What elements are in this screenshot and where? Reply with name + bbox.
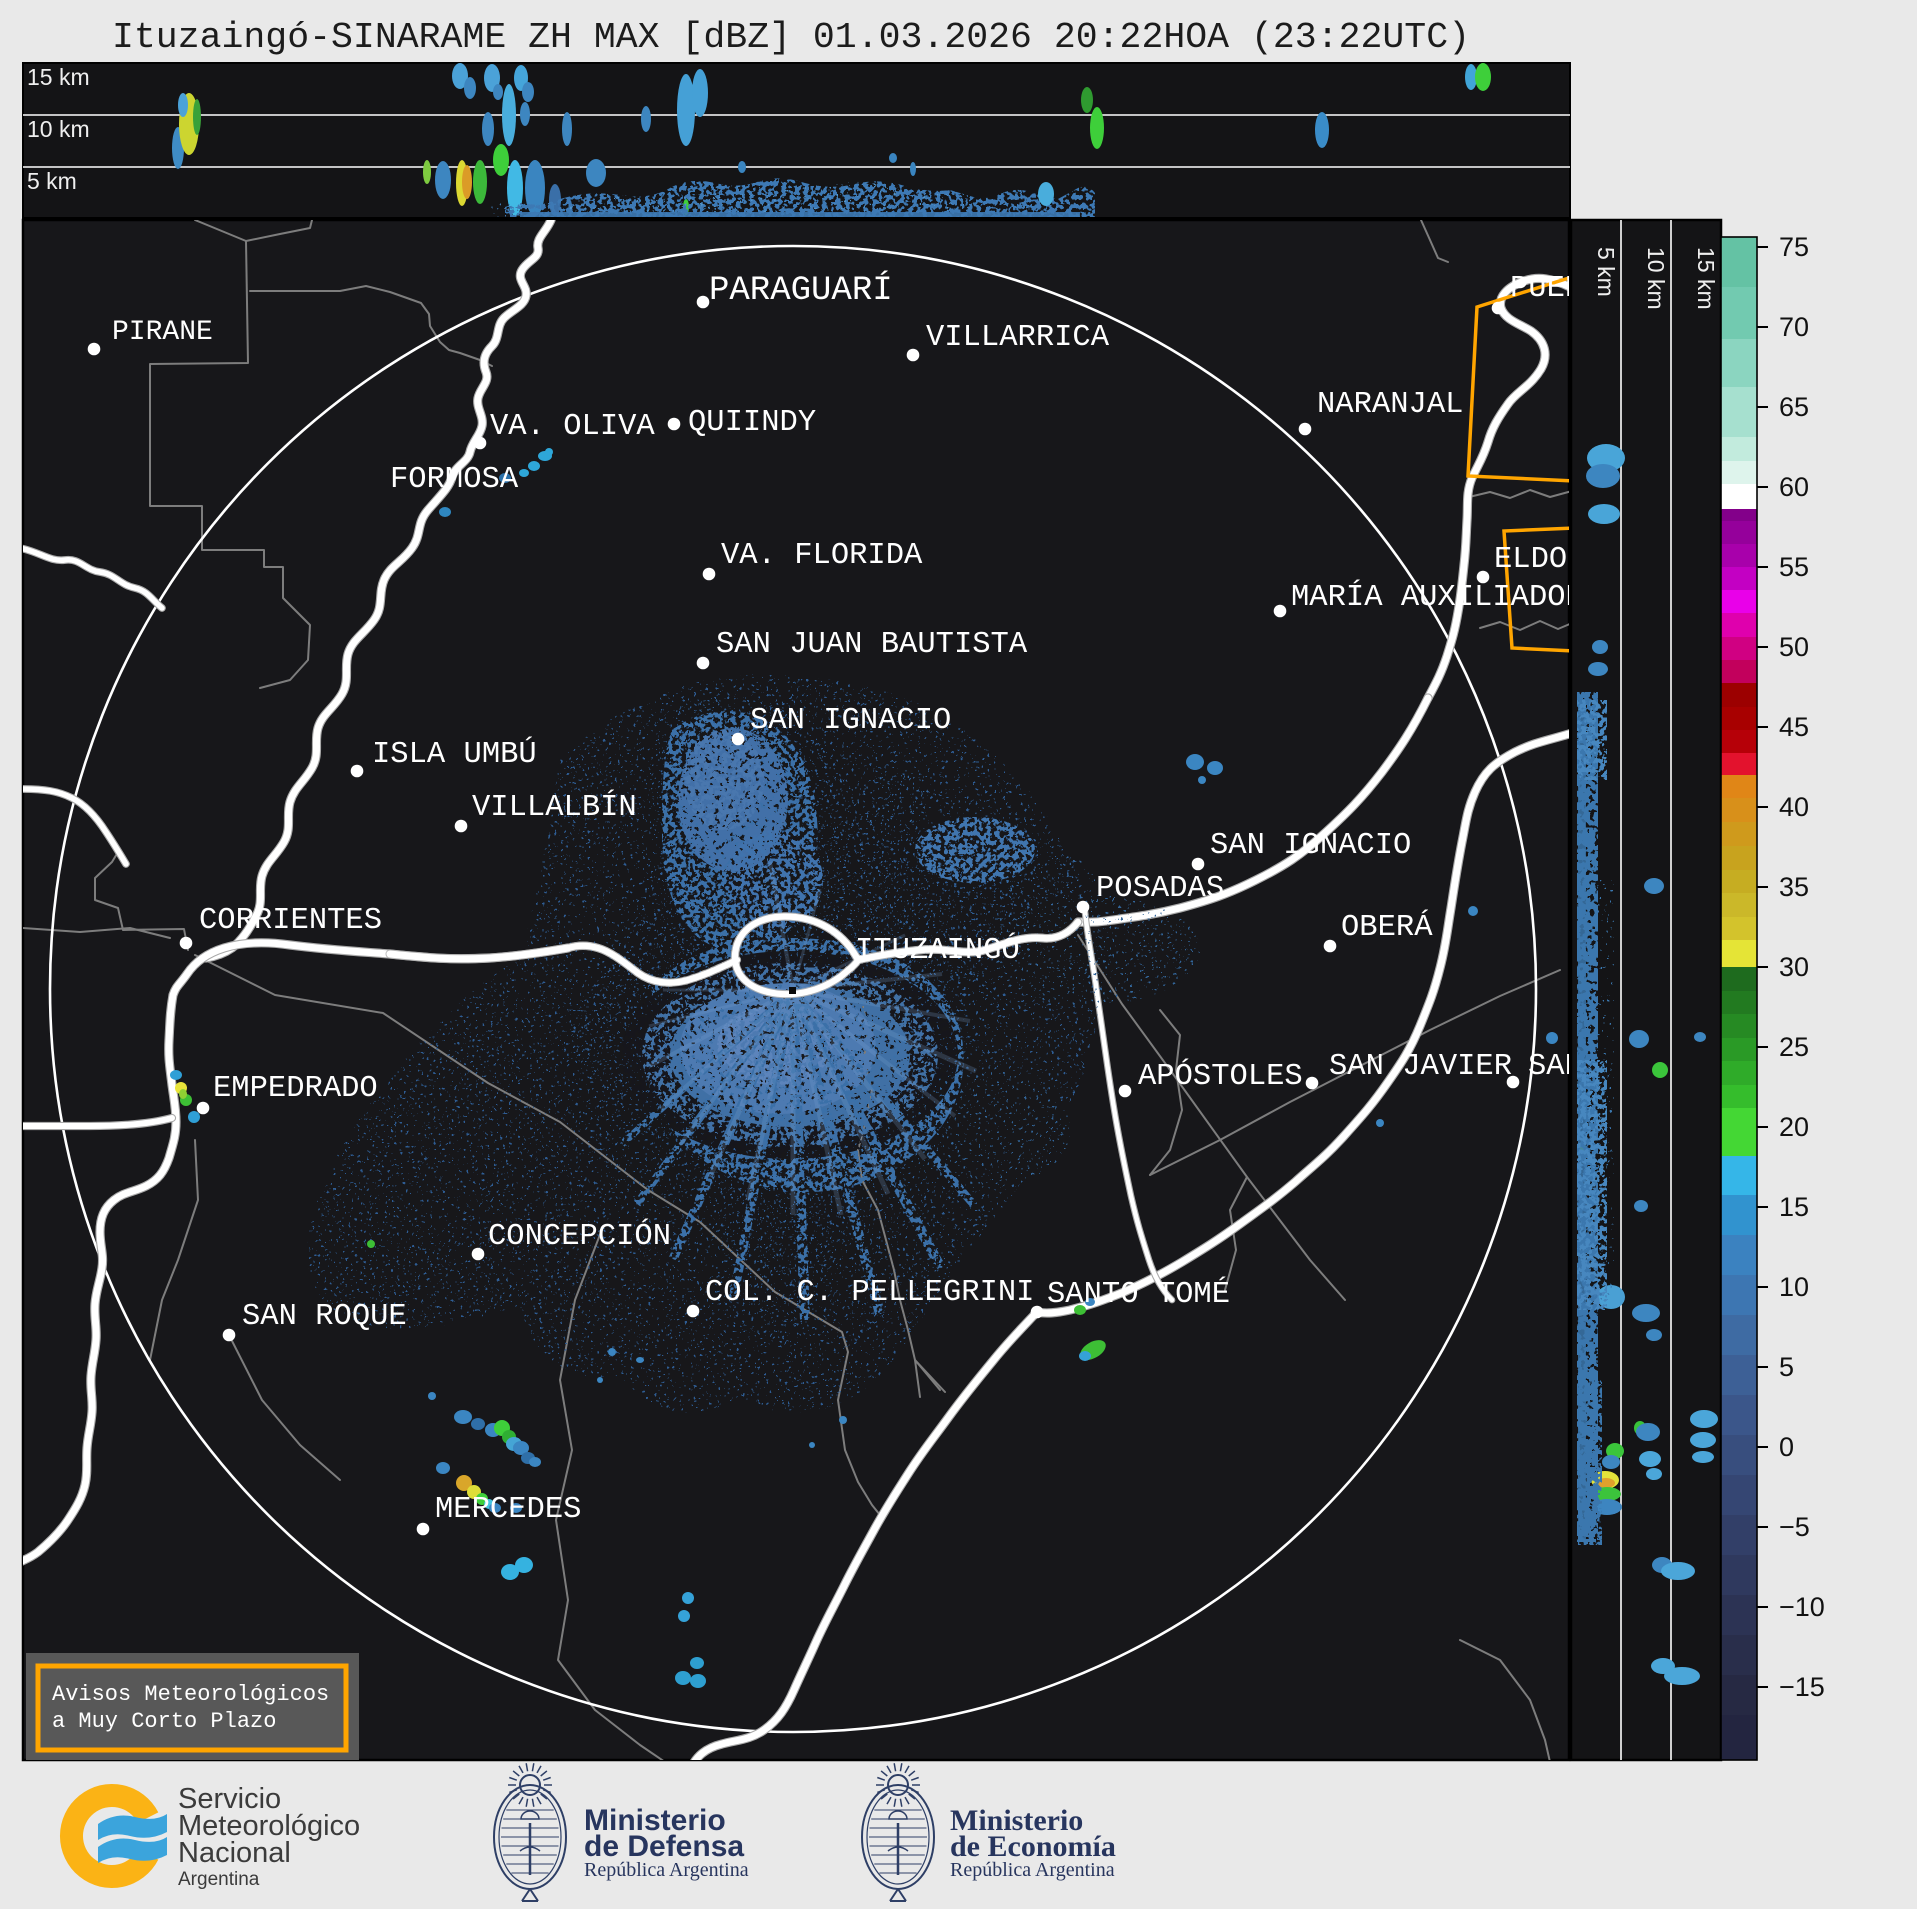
svg-text:a Muy Corto Plazo: a Muy Corto Plazo [52, 1709, 276, 1734]
svg-text:PIRANE: PIRANE [112, 317, 213, 348]
svg-text:EMPEDRADO: EMPEDRADO [213, 1072, 378, 1106]
svg-text:de Defensa: de Defensa [584, 1830, 744, 1863]
svg-text:ISLA UMBÚ: ISLA UMBÚ [372, 735, 537, 772]
svg-text:−5: −5 [1779, 1512, 1810, 1542]
svg-text:SAN ROQUE: SAN ROQUE [242, 1300, 407, 1334]
svg-text:20: 20 [1779, 1112, 1809, 1142]
svg-text:Ministerio: Ministerio [950, 1804, 1083, 1837]
svg-text:COL. C. PELLEGRINI: COL. C. PELLEGRINI [705, 1276, 1034, 1310]
svg-text:Nacional: Nacional [178, 1837, 291, 1869]
svg-text:65: 65 [1779, 392, 1809, 422]
svg-text:República Argentina: República Argentina [584, 1859, 749, 1881]
svg-text:SAN JAVIER: SAN JAVIER [1329, 1050, 1512, 1084]
svg-text:50: 50 [1779, 632, 1809, 662]
svg-text:FORMOSA: FORMOSA [390, 463, 519, 497]
svg-text:VILLALBÍN: VILLALBÍN [472, 788, 637, 825]
svg-text:Ministerio: Ministerio [584, 1804, 726, 1837]
svg-text:15: 15 [1779, 1192, 1809, 1222]
svg-text:VA. OLIVA: VA. OLIVA [490, 410, 655, 444]
svg-text:República Argentina: República Argentina [950, 1859, 1115, 1881]
svg-text:70: 70 [1779, 312, 1809, 342]
svg-text:10 km: 10 km [1643, 247, 1669, 310]
svg-text:5 km: 5 km [27, 168, 77, 194]
svg-text:CONCEPCIÓN: CONCEPCIÓN [488, 1217, 671, 1254]
svg-text:PUERTO: PUERTO [1510, 272, 1620, 306]
svg-text:SAN IGNACIO: SAN IGNACIO [1210, 829, 1411, 863]
svg-text:NARANJAL: NARANJAL [1317, 388, 1463, 422]
svg-text:MARÍA AUXILIADORA: MARÍA AUXILIADORA [1291, 578, 1603, 615]
svg-text:−15: −15 [1779, 1672, 1825, 1702]
svg-text:ITUZAINGÓ: ITUZAINGÓ [855, 931, 1020, 968]
svg-text:VA. FLORIDA: VA. FLORIDA [721, 539, 923, 573]
svg-text:−10: −10 [1779, 1592, 1825, 1622]
svg-text:40: 40 [1779, 792, 1809, 822]
svg-text:Meteorológico: Meteorológico [178, 1810, 360, 1842]
svg-text:75: 75 [1779, 232, 1809, 262]
svg-text:POSADAS: POSADAS [1096, 872, 1224, 906]
svg-text:5: 5 [1779, 1352, 1794, 1382]
svg-text:SAN PEDRO: SAN PEDRO [1528, 1050, 1693, 1084]
svg-text:30: 30 [1779, 952, 1809, 982]
svg-text:Avisos Meteorológicos: Avisos Meteorológicos [52, 1682, 329, 1707]
svg-text:0: 0 [1779, 1432, 1794, 1462]
svg-text:25: 25 [1779, 1032, 1809, 1062]
svg-text:SAN JUAN BAUTISTA: SAN JUAN BAUTISTA [716, 628, 1028, 662]
svg-text:Servicio: Servicio [178, 1783, 281, 1815]
svg-text:10: 10 [1779, 1272, 1809, 1302]
svg-text:15 km: 15 km [1693, 247, 1719, 310]
svg-text:OBERÁ: OBERÁ [1341, 908, 1433, 945]
svg-text:PARAGUARÍ: PARAGUARÍ [709, 271, 893, 310]
svg-text:35: 35 [1779, 872, 1809, 902]
svg-text:MERCEDES: MERCEDES [435, 1493, 581, 1527]
svg-text:SAN IGNACIO: SAN IGNACIO [750, 704, 951, 738]
svg-text:QUIINDY: QUIINDY [688, 406, 816, 440]
svg-text:10 km: 10 km [27, 116, 90, 142]
svg-text:55: 55 [1779, 552, 1809, 582]
svg-text:5 km: 5 km [1593, 247, 1619, 297]
svg-text:Ituzaingó-SINARAME ZH MAX [dBZ: Ituzaingó-SINARAME ZH MAX [dBZ] 01.03.20… [112, 17, 1470, 58]
svg-text:15 km: 15 km [27, 64, 90, 90]
svg-text:SANTO TOMÉ: SANTO TOMÉ [1047, 1275, 1230, 1312]
svg-text:APÓSTOLES: APÓSTOLES [1138, 1057, 1303, 1094]
svg-text:ELDORADO: ELDORADO [1494, 543, 1640, 577]
svg-text:60: 60 [1779, 472, 1809, 502]
svg-text:CORRIENTES: CORRIENTES [199, 904, 382, 938]
svg-text:VILLARRICA: VILLARRICA [926, 321, 1110, 355]
svg-text:de Economía: de Economía [950, 1830, 1116, 1863]
svg-text:45: 45 [1779, 712, 1809, 742]
svg-text:Argentina: Argentina [178, 1869, 260, 1890]
